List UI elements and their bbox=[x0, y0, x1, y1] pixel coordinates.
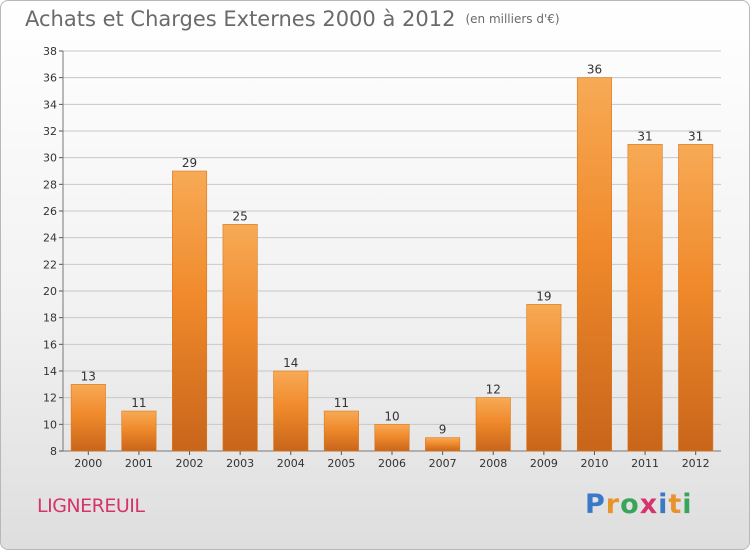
bar bbox=[273, 370, 309, 452]
y-tick-label: 12 bbox=[43, 392, 57, 405]
y-tick-label: 18 bbox=[43, 312, 57, 325]
data-label: 31 bbox=[637, 129, 652, 143]
logo-letter: t bbox=[668, 489, 683, 520]
chart-title: Achats et Charges Externes 2000 à 2012 (e… bbox=[25, 7, 560, 31]
data-label: 31 bbox=[688, 129, 703, 143]
logo-letter: P bbox=[585, 489, 606, 520]
y-tick-label: 16 bbox=[43, 338, 57, 351]
bar bbox=[526, 304, 562, 452]
bar bbox=[323, 410, 359, 452]
y-tick-label: 32 bbox=[43, 125, 57, 138]
logo-letter: i bbox=[658, 489, 669, 520]
x-tick-label: 2002 bbox=[176, 457, 204, 470]
bar bbox=[121, 410, 157, 452]
y-tick-label: 22 bbox=[43, 258, 57, 271]
bar bbox=[222, 224, 258, 452]
y-tick-label: 8 bbox=[50, 445, 57, 458]
x-tick-label: 2010 bbox=[580, 457, 608, 470]
y-tick-label: 38 bbox=[43, 45, 57, 58]
bar bbox=[678, 144, 714, 452]
bar bbox=[172, 170, 208, 452]
chart-title-text: Achats et Charges Externes 2000 à 2012 bbox=[25, 7, 456, 31]
chart-unit-note: (en milliers d'€) bbox=[465, 12, 560, 26]
y-tick-label: 30 bbox=[43, 152, 57, 165]
y-tick-label: 34 bbox=[43, 98, 57, 111]
x-tick-label: 2012 bbox=[682, 457, 710, 470]
data-label: 19 bbox=[536, 289, 551, 303]
x-tick-label: 2008 bbox=[479, 457, 507, 470]
x-tick-label: 2006 bbox=[378, 457, 406, 470]
logo-letter: x bbox=[639, 489, 659, 520]
y-tick-label: 10 bbox=[43, 418, 57, 431]
x-tick-label: 2000 bbox=[74, 457, 102, 470]
bar bbox=[70, 384, 106, 452]
data-label: 13 bbox=[81, 369, 96, 383]
logo-letter: r bbox=[605, 489, 621, 520]
x-tick-label: 2005 bbox=[327, 457, 355, 470]
x-tick-label: 2001 bbox=[125, 457, 153, 470]
y-tick-label: 26 bbox=[43, 205, 57, 218]
proxiti-logo: Proxiti bbox=[585, 489, 693, 520]
data-label: 11 bbox=[334, 396, 349, 410]
data-label: 29 bbox=[182, 156, 197, 170]
data-label: 25 bbox=[233, 209, 248, 223]
y-tick-label: 24 bbox=[43, 232, 57, 245]
data-label: 14 bbox=[283, 356, 298, 370]
logo-letter: i bbox=[682, 489, 693, 520]
y-tick-label: 20 bbox=[43, 285, 57, 298]
data-label: 9 bbox=[439, 423, 447, 437]
x-tick-label: 2003 bbox=[226, 457, 254, 470]
x-tick-label: 2011 bbox=[631, 457, 659, 470]
y-tick-label: 36 bbox=[43, 72, 57, 85]
logo-letter: o bbox=[620, 489, 640, 520]
y-tick-label: 14 bbox=[43, 365, 57, 378]
bar bbox=[374, 424, 410, 452]
data-label: 10 bbox=[384, 409, 399, 423]
x-tick-label: 2007 bbox=[429, 457, 457, 470]
data-label: 36 bbox=[587, 63, 602, 77]
bar bbox=[627, 144, 663, 452]
data-label: 12 bbox=[486, 383, 501, 397]
bar bbox=[425, 437, 461, 452]
bar bbox=[576, 77, 612, 452]
commune-name: LIGNEREUIL bbox=[37, 495, 145, 517]
bar bbox=[475, 397, 511, 452]
y-tick-label: 28 bbox=[43, 178, 57, 191]
x-tick-label: 2004 bbox=[277, 457, 305, 470]
x-tick-label: 2009 bbox=[530, 457, 558, 470]
data-label: 11 bbox=[131, 396, 146, 410]
